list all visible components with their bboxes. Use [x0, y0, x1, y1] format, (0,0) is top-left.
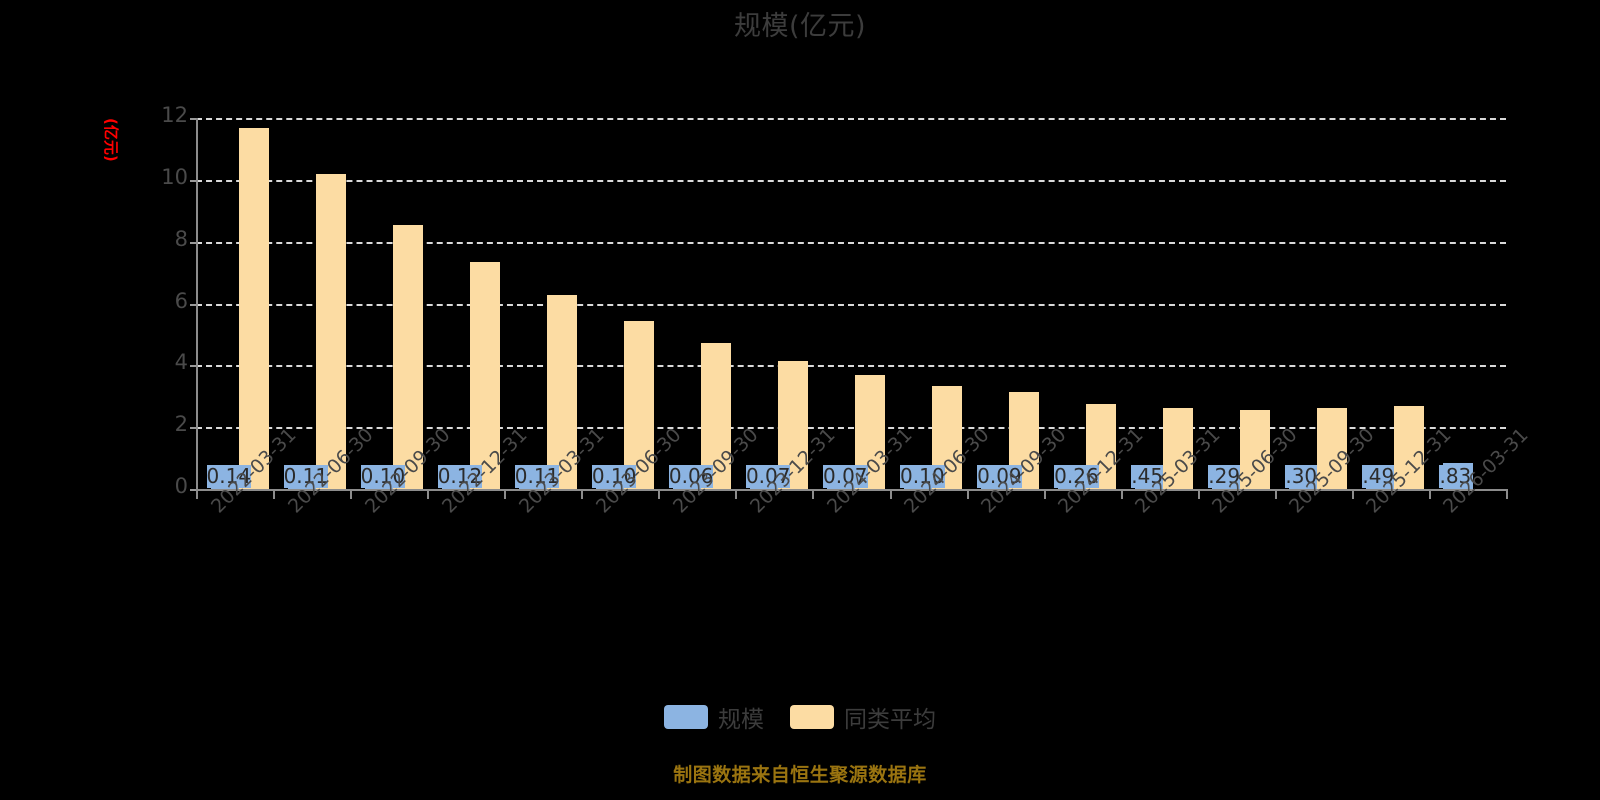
bar-peer-average[interactable] [238, 128, 269, 489]
x-tick-mark [1351, 489, 1354, 499]
bar-peer-average[interactable] [1163, 407, 1194, 489]
y-tick-mark [190, 365, 198, 368]
x-tick-mark [427, 489, 430, 499]
bar-value-label: .30 [1285, 464, 1318, 488]
bar-value-label: 0.06 [668, 464, 714, 488]
gridline [196, 303, 1506, 306]
bar-peer-average[interactable] [623, 320, 654, 489]
bar-peer-average[interactable] [392, 224, 423, 489]
y-axis-title: (亿元) [102, 118, 120, 162]
gridline [196, 179, 1506, 182]
bar-value-label: 0.07 [823, 464, 868, 488]
bar-value-label: 0.12 [437, 464, 483, 488]
legend-label: 同类平均 [844, 707, 936, 733]
bar-peer-average[interactable] [1394, 406, 1425, 489]
bar-value-label: 0.11 [283, 464, 329, 488]
legend-swatch [664, 705, 708, 729]
bar-value-label: 0.26 [1054, 464, 1099, 488]
gridline [196, 118, 1506, 120]
y-tick-mark [190, 489, 198, 491]
bar-value-label: .83 [1439, 464, 1472, 488]
x-tick-mark [1197, 489, 1200, 499]
bar-peer-average[interactable] [1317, 407, 1348, 489]
y-tick-mark [190, 118, 198, 120]
bar-peer-average[interactable] [546, 294, 577, 489]
x-tick-mark [196, 489, 198, 499]
x-tick-mark [1274, 489, 1277, 499]
y-tick-mark [190, 303, 198, 306]
x-tick-mark [889, 489, 892, 499]
x-tick-mark [1043, 489, 1046, 499]
bar-value-label: 0.11 [514, 464, 560, 488]
x-tick-mark [1506, 489, 1508, 499]
x-tick-mark [812, 489, 815, 499]
bar-peer-average[interactable] [469, 261, 500, 489]
bar-value-label: .29 [1208, 464, 1241, 488]
bar-value-label: 0.10 [591, 464, 637, 488]
y-axis-line [196, 118, 198, 489]
bar-value-label: 0.10 [360, 464, 406, 488]
legend-item[interactable]: 同类平均 [790, 700, 936, 734]
legend-item[interactable]: 规模 [664, 700, 764, 734]
legend-label: 规模 [718, 707, 764, 733]
plot-area [196, 118, 1506, 489]
x-tick-mark [581, 489, 584, 499]
x-tick-mark [273, 489, 276, 499]
bar-value-label: 0.10 [900, 464, 945, 488]
chart-title: 规模(亿元) [733, 11, 867, 42]
y-tick-label: 2 [174, 412, 188, 437]
y-tick-label: 12 [161, 103, 188, 127]
x-tick-mark [350, 489, 353, 499]
x-tick-mark [658, 489, 661, 499]
y-tick-mark [190, 427, 198, 430]
bar-peer-average[interactable] [315, 173, 346, 489]
x-tick-mark [1120, 489, 1123, 499]
y-tick-label: 8 [174, 226, 188, 251]
gridline [196, 241, 1506, 244]
y-tick-label: 6 [174, 288, 188, 313]
bar-value-label: .45 [1131, 464, 1164, 488]
bar-peer-average[interactable] [700, 342, 731, 489]
x-tick-mark [1428, 489, 1431, 499]
bar-peer-average[interactable] [1240, 410, 1271, 489]
legend: 规模 同类平均 [0, 700, 1600, 734]
gridline [196, 427, 1506, 430]
y-tick-label: 10 [161, 164, 188, 189]
bar-value-label: 0.07 [745, 464, 791, 488]
y-tick-mark [190, 179, 198, 182]
gridline [196, 365, 1506, 368]
footer-note: 制图数据来自恒生聚源数据库 [673, 764, 927, 786]
x-tick-mark [966, 489, 969, 499]
y-tick-label: 0 [174, 474, 188, 498]
x-axis-line [196, 489, 1506, 491]
x-tick-mark [735, 489, 738, 499]
bar-value-label: .49 [1362, 464, 1395, 488]
y-tick-label: 4 [174, 350, 188, 375]
bar-value-label: 0.14 [206, 464, 252, 488]
x-tick-mark [504, 489, 507, 499]
y-tick-mark [190, 241, 198, 244]
bar-value-label: 0.09 [977, 464, 1022, 488]
legend-swatch [790, 705, 834, 729]
